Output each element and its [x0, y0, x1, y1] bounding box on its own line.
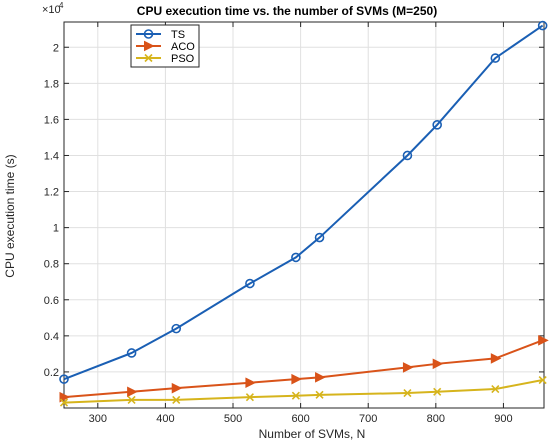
data-point-pso — [127, 395, 136, 404]
series-line-pso — [63, 379, 543, 404]
x-axis-title: Number of SVMs, N — [259, 427, 366, 441]
data-point-pso — [491, 384, 500, 394]
data-point-pso — [245, 393, 254, 402]
legend-item-ts: TS — [136, 29, 185, 41]
x-tick-label: 300 — [89, 413, 107, 425]
data-point-ts — [402, 150, 413, 161]
series-pso — [59, 375, 547, 407]
marker-stroke — [433, 387, 442, 396]
y-tick-label: 0.2 — [44, 367, 59, 379]
data-point-ts — [126, 348, 137, 358]
legend-label-aco: ACO — [171, 41, 195, 53]
legend-label-ts: TS — [171, 29, 185, 41]
series-layer — [59, 20, 549, 407]
data-point-aco — [538, 335, 549, 346]
marker-stroke — [491, 384, 500, 394]
legend-marker-ts — [143, 29, 154, 39]
data-point-ts — [171, 323, 182, 334]
marker-stroke — [59, 398, 69, 407]
marker-stroke — [291, 391, 300, 400]
series-line-ts — [63, 24, 544, 381]
data-point-aco — [490, 353, 502, 364]
data-point-pso — [538, 375, 547, 385]
data-point-aco — [315, 372, 326, 383]
data-point-aco — [127, 386, 138, 398]
x-axis: 300 400 500 600 700 800 900 — [89, 22, 513, 425]
data-point-pso — [172, 395, 181, 404]
y-tick-label: 1.8 — [44, 78, 59, 90]
marker-stroke — [127, 395, 136, 404]
data-point-pso — [433, 387, 442, 396]
data-point-ts — [490, 53, 501, 63]
y-tick-label: 1.4 — [44, 150, 59, 162]
y-exponent-power: 4 — [59, 1, 64, 10]
series-aco — [59, 335, 549, 403]
data-point-aco — [171, 382, 183, 394]
x-tick-label: 700 — [359, 413, 377, 425]
series-ts — [59, 20, 548, 384]
data-point-ts — [291, 252, 301, 263]
marker-stroke — [403, 388, 412, 398]
legend-marker-pso — [144, 53, 153, 63]
data-point-ts — [59, 374, 69, 384]
legend-label-pso: PSO — [171, 53, 195, 65]
data-point-pso — [315, 390, 324, 399]
data-point-pso — [291, 391, 300, 400]
data-point-aco — [402, 362, 414, 373]
data-point-ts — [245, 278, 255, 289]
data-point-aco — [245, 377, 257, 389]
y-tick-label: 1.6 — [44, 114, 59, 126]
chart-title: CPU execution time vs. the number of SVM… — [137, 4, 437, 18]
y-axis: 0.2 0.4 0.6 0.8 1 1.2 1.4 1.6 1.8 2 — [44, 42, 544, 379]
legend-marker-aco — [144, 40, 155, 52]
data-point-ts — [314, 232, 325, 243]
x-tick-label: 900 — [494, 413, 512, 425]
data-point-aco — [59, 391, 71, 403]
y-tick-label: 1.2 — [44, 187, 59, 199]
marker-stroke — [315, 390, 324, 399]
y-axis-title: CPU execution time (s) — [3, 154, 17, 277]
y-exponent-label: ×10 4 — [42, 1, 64, 16]
marker-stroke — [172, 395, 181, 404]
grid — [64, 22, 544, 408]
data-point-ts — [432, 120, 442, 130]
marker-stroke — [144, 53, 153, 63]
marker-stroke — [245, 393, 254, 402]
x-tick-label: 600 — [291, 413, 309, 425]
data-point-aco — [291, 373, 303, 385]
x-tick-label: 800 — [427, 413, 445, 425]
plot-area — [63, 21, 545, 409]
x-tick-label: 500 — [224, 413, 242, 425]
y-exponent-base: ×10 — [42, 4, 61, 16]
legend-item-pso: PSO — [136, 53, 195, 65]
y-tick-label: 0.8 — [44, 259, 59, 271]
series-line-aco — [63, 339, 544, 399]
data-point-pso — [59, 398, 69, 407]
data-point-pso — [403, 388, 412, 398]
y-tick-label: 2 — [53, 42, 59, 54]
marker-stroke — [538, 375, 547, 385]
data-point-aco — [432, 358, 444, 370]
y-tick-label: 0.4 — [44, 331, 59, 343]
x-tick-label: 400 — [156, 413, 174, 425]
y-tick-label: 1 — [53, 223, 59, 235]
legend-item-aco: ACO — [136, 40, 195, 53]
data-point-ts — [537, 20, 548, 31]
y-tick-label: 0.6 — [44, 295, 59, 307]
